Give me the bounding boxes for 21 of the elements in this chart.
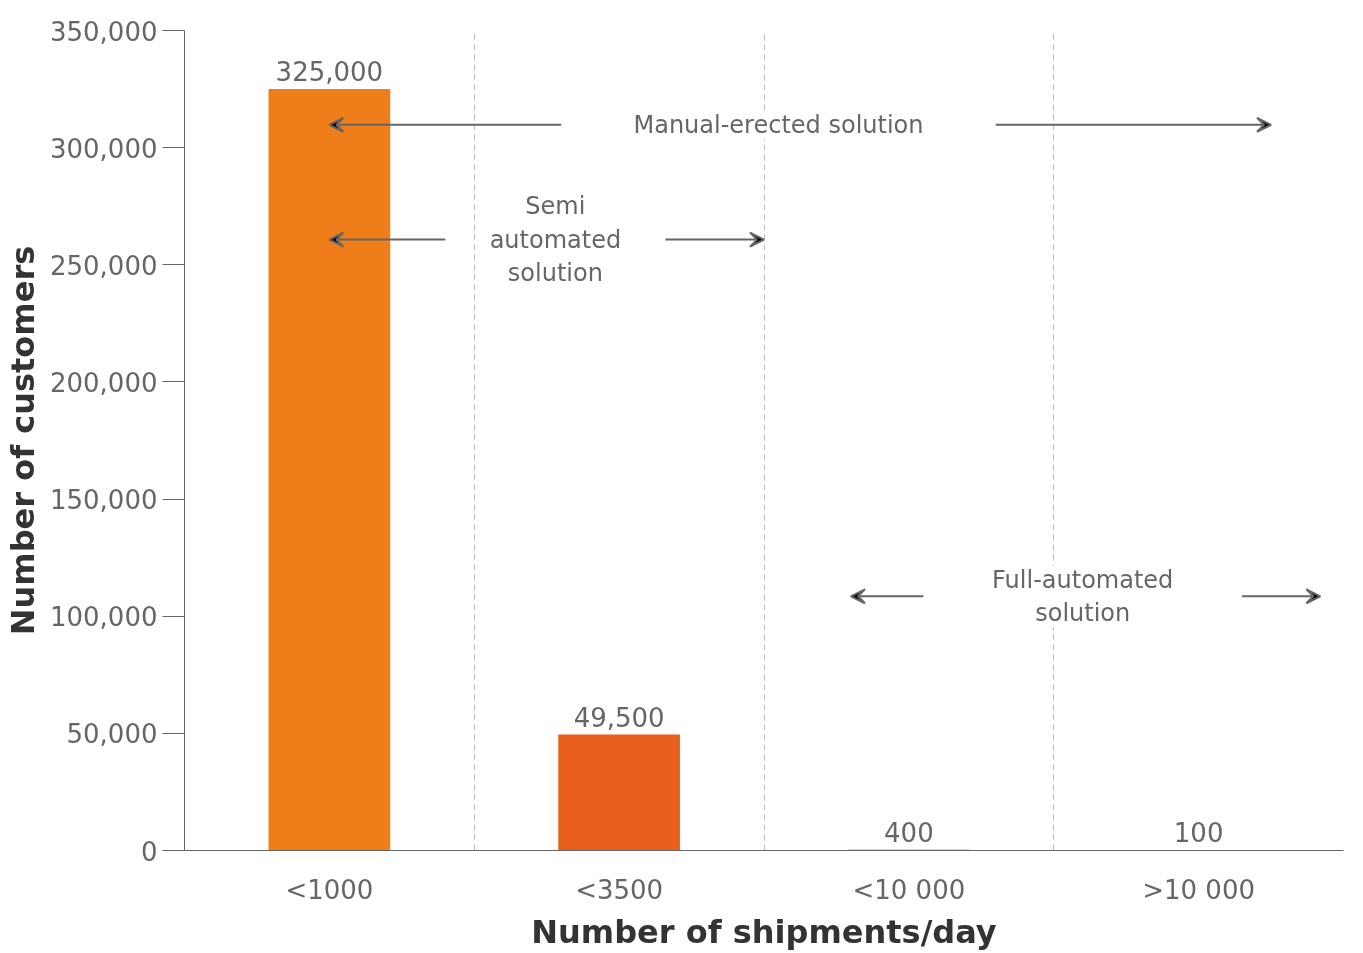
x-tick-label: >10 000 (1142, 874, 1256, 905)
annotation: Manual-erected solution (633, 110, 924, 139)
y-axis-title: Number of customers (3, 245, 42, 636)
x-tick-label: <1000 (285, 874, 374, 905)
annotation: Full-automated solution (992, 565, 1174, 628)
x-tick-label: <10 000 (852, 874, 966, 905)
data-label: 400 (884, 817, 934, 848)
y-tick-label: 150,000 (49, 485, 158, 516)
y-tick-label: 50,000 (66, 719, 158, 750)
y-tick-label: 300,000 (49, 133, 158, 164)
data-label: 325,000 (275, 57, 384, 88)
data-label: 100 (1173, 818, 1224, 849)
y-tick-label: 350,000 (49, 16, 158, 47)
x-axis-title: Number of shipments/day (531, 912, 997, 951)
y-tick-label: 250,000 (49, 250, 158, 281)
y-tick-label: 100,000 (49, 602, 158, 633)
y-tick-label: 0 (140, 836, 158, 867)
x-tick-label: <3500 (575, 874, 664, 905)
data-label: 49,500 (573, 702, 665, 733)
y-tick-label: 200,000 (49, 367, 158, 398)
annotation: Semi automated solution (489, 192, 622, 288)
